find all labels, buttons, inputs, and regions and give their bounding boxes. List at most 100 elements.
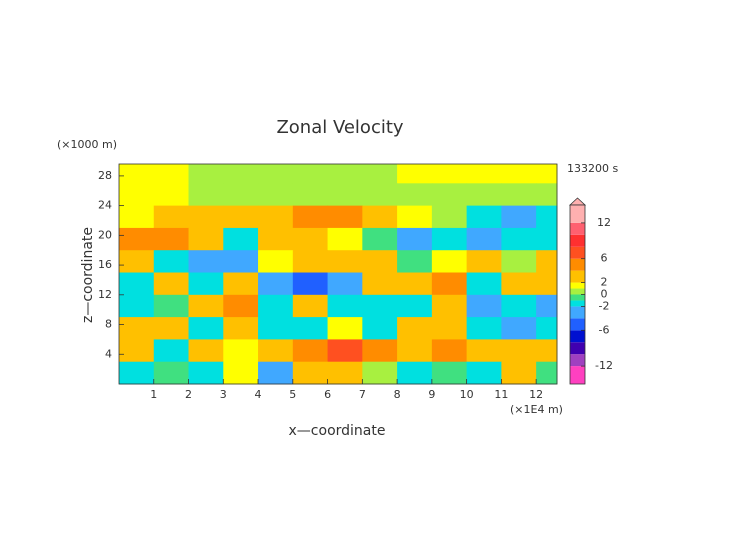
heatmap-cell — [466, 294, 502, 318]
colorbar-band — [570, 354, 585, 367]
heatmap-cell — [188, 164, 224, 184]
heatmap-cell — [536, 294, 558, 318]
x-tick-label: 4 — [255, 388, 262, 401]
heatmap-cell — [501, 339, 537, 363]
heatmap-cell — [119, 272, 155, 296]
heatmap-cell — [501, 294, 537, 318]
heatmap-cell — [397, 183, 433, 207]
x-axis-label: x—coordinate — [289, 423, 386, 439]
heatmap-cell — [258, 294, 294, 318]
heatmap-cell — [223, 205, 259, 229]
heatmap-cell — [327, 164, 363, 184]
heatmap-cell — [501, 361, 537, 385]
heatmap-cell — [501, 205, 537, 229]
heatmap-cell — [536, 205, 558, 229]
colorbar-band — [570, 342, 585, 355]
heatmap-cell — [397, 250, 433, 274]
heatmap-cell — [431, 183, 468, 207]
heatmap-cell — [223, 317, 259, 340]
heatmap-cell — [362, 294, 398, 318]
heatmap-cell — [431, 227, 468, 251]
heatmap-cell — [223, 183, 259, 207]
heatmap-cell — [292, 183, 329, 207]
heatmap-cell — [292, 205, 329, 229]
x-tick-label: 2 — [185, 388, 192, 401]
time-label: 133200 s — [567, 162, 618, 175]
heatmap-cell — [536, 164, 558, 184]
colorbar-tick-label: 12 — [597, 216, 611, 229]
heatmap-cell — [258, 164, 294, 184]
heatmap-cell — [153, 227, 190, 251]
heatmap-cell — [466, 272, 502, 296]
heatmap-cell — [258, 250, 294, 274]
heatmap-cell — [153, 205, 190, 229]
x-tick-label: 12 — [529, 388, 543, 401]
heatmap-cell — [362, 272, 398, 296]
heatmap-cell — [397, 339, 433, 363]
heatmap-cell — [258, 317, 294, 340]
heatmap-cell — [362, 250, 398, 274]
heatmap-cell — [223, 339, 259, 363]
heatmap-cell — [153, 361, 190, 385]
heatmap-cell — [327, 272, 363, 296]
heatmap-cell — [397, 205, 433, 229]
x-tick-label: 6 — [324, 388, 331, 401]
colorbar-band — [570, 300, 585, 307]
heatmap-cell — [119, 361, 155, 385]
heatmap-cell — [292, 294, 329, 318]
chart-title: Zonal Velocity — [276, 117, 403, 138]
colorbar-band — [570, 258, 585, 271]
heatmap-cell — [501, 250, 537, 274]
colorbar-band — [570, 205, 585, 223]
y-tick-label: 16 — [98, 258, 112, 271]
heatmap-cell — [292, 227, 329, 251]
x-tick-label: 11 — [494, 388, 508, 401]
heatmap-cell — [153, 272, 190, 296]
heatmap-cell — [327, 294, 363, 318]
heatmap-cell — [327, 250, 363, 274]
heatmap-cell — [258, 272, 294, 296]
colorbar-band — [570, 234, 585, 247]
heatmap-cell — [431, 294, 468, 318]
heatmap-cell — [119, 227, 155, 251]
x-tick-label: 7 — [359, 388, 366, 401]
heatmap-cell — [188, 361, 224, 385]
heatmap-cell — [292, 317, 329, 340]
y-tick-label: 28 — [98, 169, 112, 182]
heatmap-cell — [466, 361, 502, 385]
heatmap-cell — [397, 317, 433, 340]
plot-frame — [118, 163, 558, 385]
heatmap-cell — [362, 361, 398, 385]
colorbar-band — [570, 246, 585, 259]
heatmap-cell — [153, 164, 190, 184]
heatmap-cell — [397, 227, 433, 251]
heatmap-cell — [501, 164, 537, 184]
heatmap-cell — [466, 339, 502, 363]
heatmap-cell — [292, 250, 329, 274]
heatmap-cell — [397, 361, 433, 385]
heatmap-cell — [536, 272, 558, 296]
heatmap-cell — [258, 183, 294, 207]
heatmap-cell — [258, 227, 294, 251]
heatmap-cell — [466, 250, 502, 274]
heatmap-cell — [501, 227, 537, 251]
heatmap-cell — [397, 294, 433, 318]
heatmap-cell — [258, 339, 294, 363]
x-tick-label: 8 — [394, 388, 401, 401]
colorbar-band — [570, 330, 585, 343]
heatmap-cell — [466, 317, 502, 340]
colorbar-tick-label: -6 — [599, 323, 610, 336]
heatmap-cell — [188, 317, 224, 340]
heatmap-cell — [223, 272, 259, 296]
heatmap-cell — [466, 164, 502, 184]
heatmap-cell — [188, 250, 224, 274]
heatmap-cell — [431, 205, 468, 229]
heatmap-cell — [327, 205, 363, 229]
heatmap-cell — [327, 339, 363, 363]
heatmap-cell — [536, 317, 558, 340]
heatmap-cell — [258, 205, 294, 229]
heatmap-cell — [501, 317, 537, 340]
heatmap-cell — [119, 164, 155, 184]
heatmap-cell — [431, 339, 468, 363]
heatmap-cell — [292, 339, 329, 363]
